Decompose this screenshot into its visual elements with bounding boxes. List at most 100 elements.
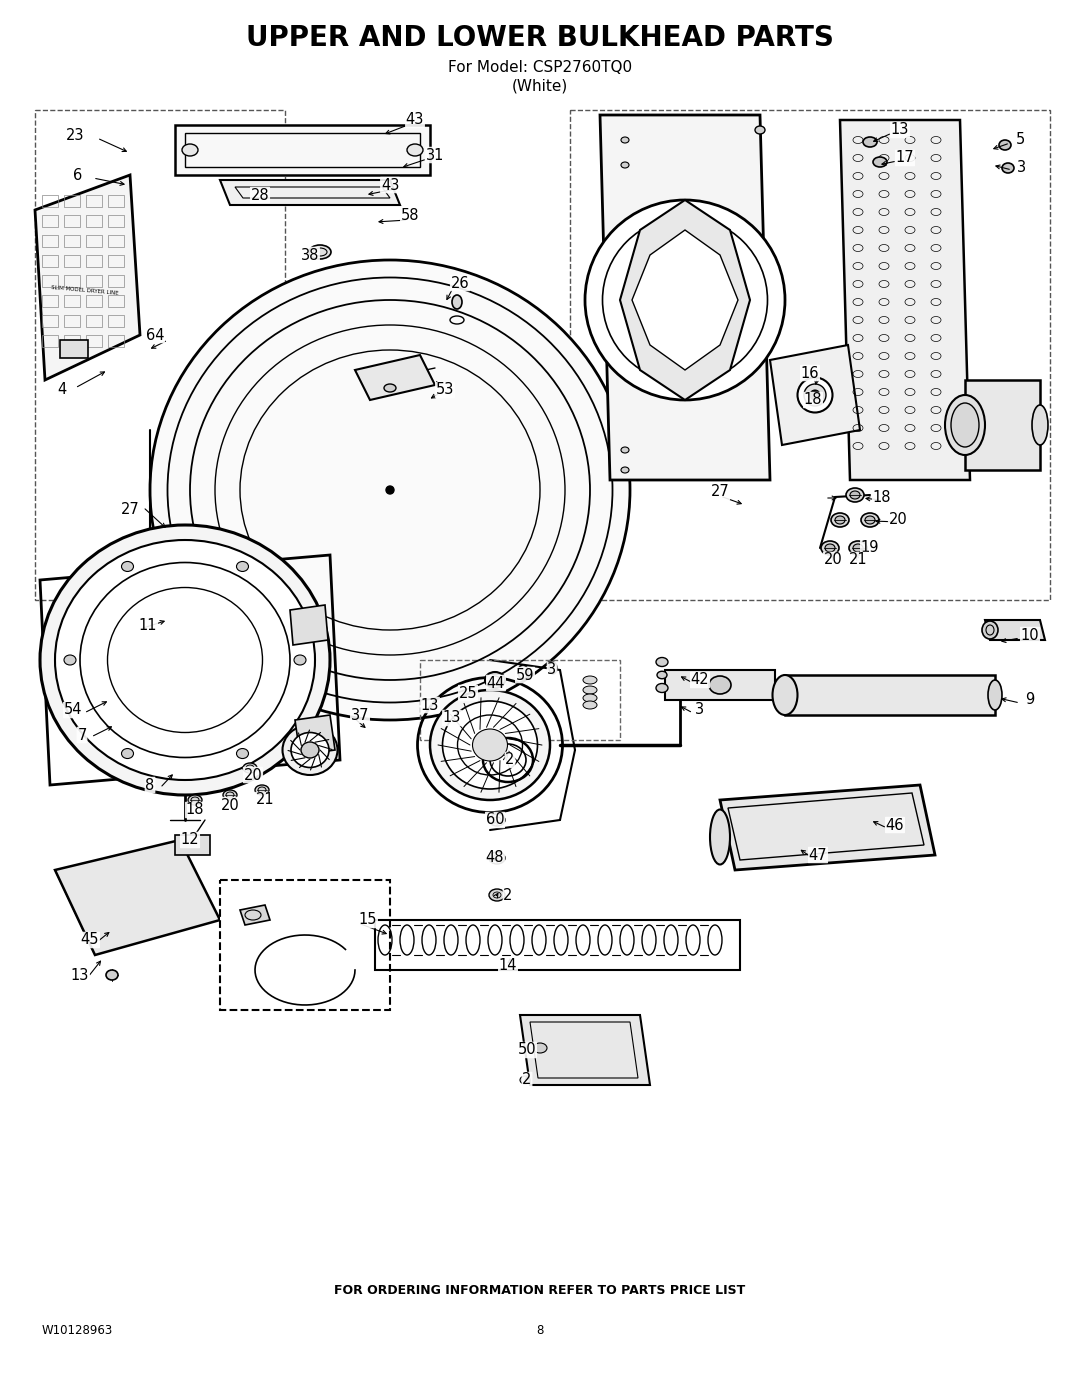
Ellipse shape [534, 1044, 546, 1053]
Ellipse shape [188, 795, 202, 805]
Text: 27: 27 [711, 485, 729, 500]
Text: 15: 15 [359, 912, 377, 928]
Bar [86, 335, 102, 346]
Ellipse shape [489, 814, 505, 826]
Ellipse shape [489, 888, 505, 901]
Text: 3: 3 [1017, 159, 1027, 175]
Ellipse shape [443, 701, 538, 789]
Ellipse shape [283, 725, 337, 775]
Ellipse shape [865, 515, 875, 524]
Ellipse shape [121, 562, 134, 571]
Ellipse shape [453, 295, 462, 309]
Bar [64, 215, 80, 226]
Text: 13: 13 [71, 968, 90, 982]
Polygon shape [620, 200, 750, 400]
Text: 20: 20 [244, 767, 262, 782]
Polygon shape [35, 175, 140, 380]
Ellipse shape [519, 1076, 530, 1084]
Text: 44: 44 [487, 676, 505, 690]
Ellipse shape [301, 742, 319, 759]
Text: 38: 38 [301, 247, 320, 263]
Text: 21: 21 [256, 792, 274, 807]
Text: 10: 10 [1021, 627, 1039, 643]
Text: 54: 54 [64, 703, 82, 718]
Text: 20: 20 [824, 552, 842, 567]
Ellipse shape [237, 562, 248, 571]
Polygon shape [519, 1016, 650, 1085]
Text: 43: 43 [406, 113, 424, 127]
Polygon shape [785, 675, 995, 715]
Bar [42, 314, 58, 327]
Ellipse shape [183, 144, 198, 156]
Bar [86, 196, 102, 207]
Text: 6: 6 [73, 168, 83, 183]
Ellipse shape [849, 541, 867, 555]
Polygon shape [632, 231, 738, 370]
Ellipse shape [863, 137, 877, 147]
Bar [64, 314, 80, 327]
Text: 64: 64 [146, 327, 164, 342]
Polygon shape [665, 671, 775, 700]
Ellipse shape [621, 467, 629, 474]
Ellipse shape [657, 671, 667, 679]
Polygon shape [220, 180, 400, 205]
Ellipse shape [861, 513, 879, 527]
Bar [42, 196, 58, 207]
Ellipse shape [772, 675, 797, 715]
Text: For Model: CSP2760TQ0: For Model: CSP2760TQ0 [448, 60, 632, 75]
Text: 12: 12 [180, 833, 200, 848]
Ellipse shape [982, 622, 998, 638]
Text: 5: 5 [1015, 133, 1025, 148]
Ellipse shape [473, 729, 508, 761]
Text: 47: 47 [809, 848, 827, 862]
Bar [86, 314, 102, 327]
Bar [64, 295, 80, 307]
Ellipse shape [122, 749, 134, 759]
Bar [108, 215, 124, 226]
Text: 18: 18 [873, 489, 891, 504]
Bar [42, 235, 58, 247]
Text: 53: 53 [436, 383, 455, 398]
Text: 18: 18 [804, 393, 822, 408]
Ellipse shape [1032, 405, 1048, 446]
Ellipse shape [585, 200, 785, 400]
Text: 19: 19 [861, 541, 879, 556]
Bar [220, 880, 390, 1010]
Text: 14: 14 [499, 957, 517, 972]
Polygon shape [55, 840, 220, 956]
Polygon shape [291, 605, 328, 645]
Bar [64, 335, 80, 346]
Ellipse shape [708, 676, 731, 694]
Ellipse shape [583, 694, 597, 703]
Text: 4: 4 [57, 383, 67, 398]
Bar [108, 314, 124, 327]
Text: 25: 25 [459, 686, 477, 700]
Text: 27: 27 [121, 503, 139, 517]
Text: SLIM MODEL DRYER LINE: SLIM MODEL DRYER LINE [51, 285, 119, 295]
Ellipse shape [291, 732, 329, 767]
Ellipse shape [237, 749, 248, 759]
Bar [42, 335, 58, 346]
Polygon shape [770, 345, 860, 446]
Bar [42, 295, 58, 307]
Text: 45: 45 [81, 933, 99, 947]
Text: 2: 2 [505, 753, 515, 767]
Ellipse shape [106, 970, 118, 981]
Ellipse shape [810, 390, 820, 400]
Bar [42, 256, 58, 267]
Ellipse shape [656, 683, 669, 693]
Text: 7: 7 [78, 728, 86, 742]
Text: 37: 37 [351, 707, 369, 722]
Polygon shape [355, 355, 435, 400]
Polygon shape [840, 120, 970, 481]
Ellipse shape [821, 541, 839, 555]
Ellipse shape [621, 162, 629, 168]
Polygon shape [985, 620, 1045, 640]
Text: 48: 48 [486, 851, 504, 866]
Text: 20: 20 [889, 513, 907, 528]
Bar [64, 235, 80, 247]
Polygon shape [600, 115, 770, 481]
Ellipse shape [430, 690, 550, 800]
Ellipse shape [621, 137, 629, 142]
Ellipse shape [835, 515, 845, 524]
